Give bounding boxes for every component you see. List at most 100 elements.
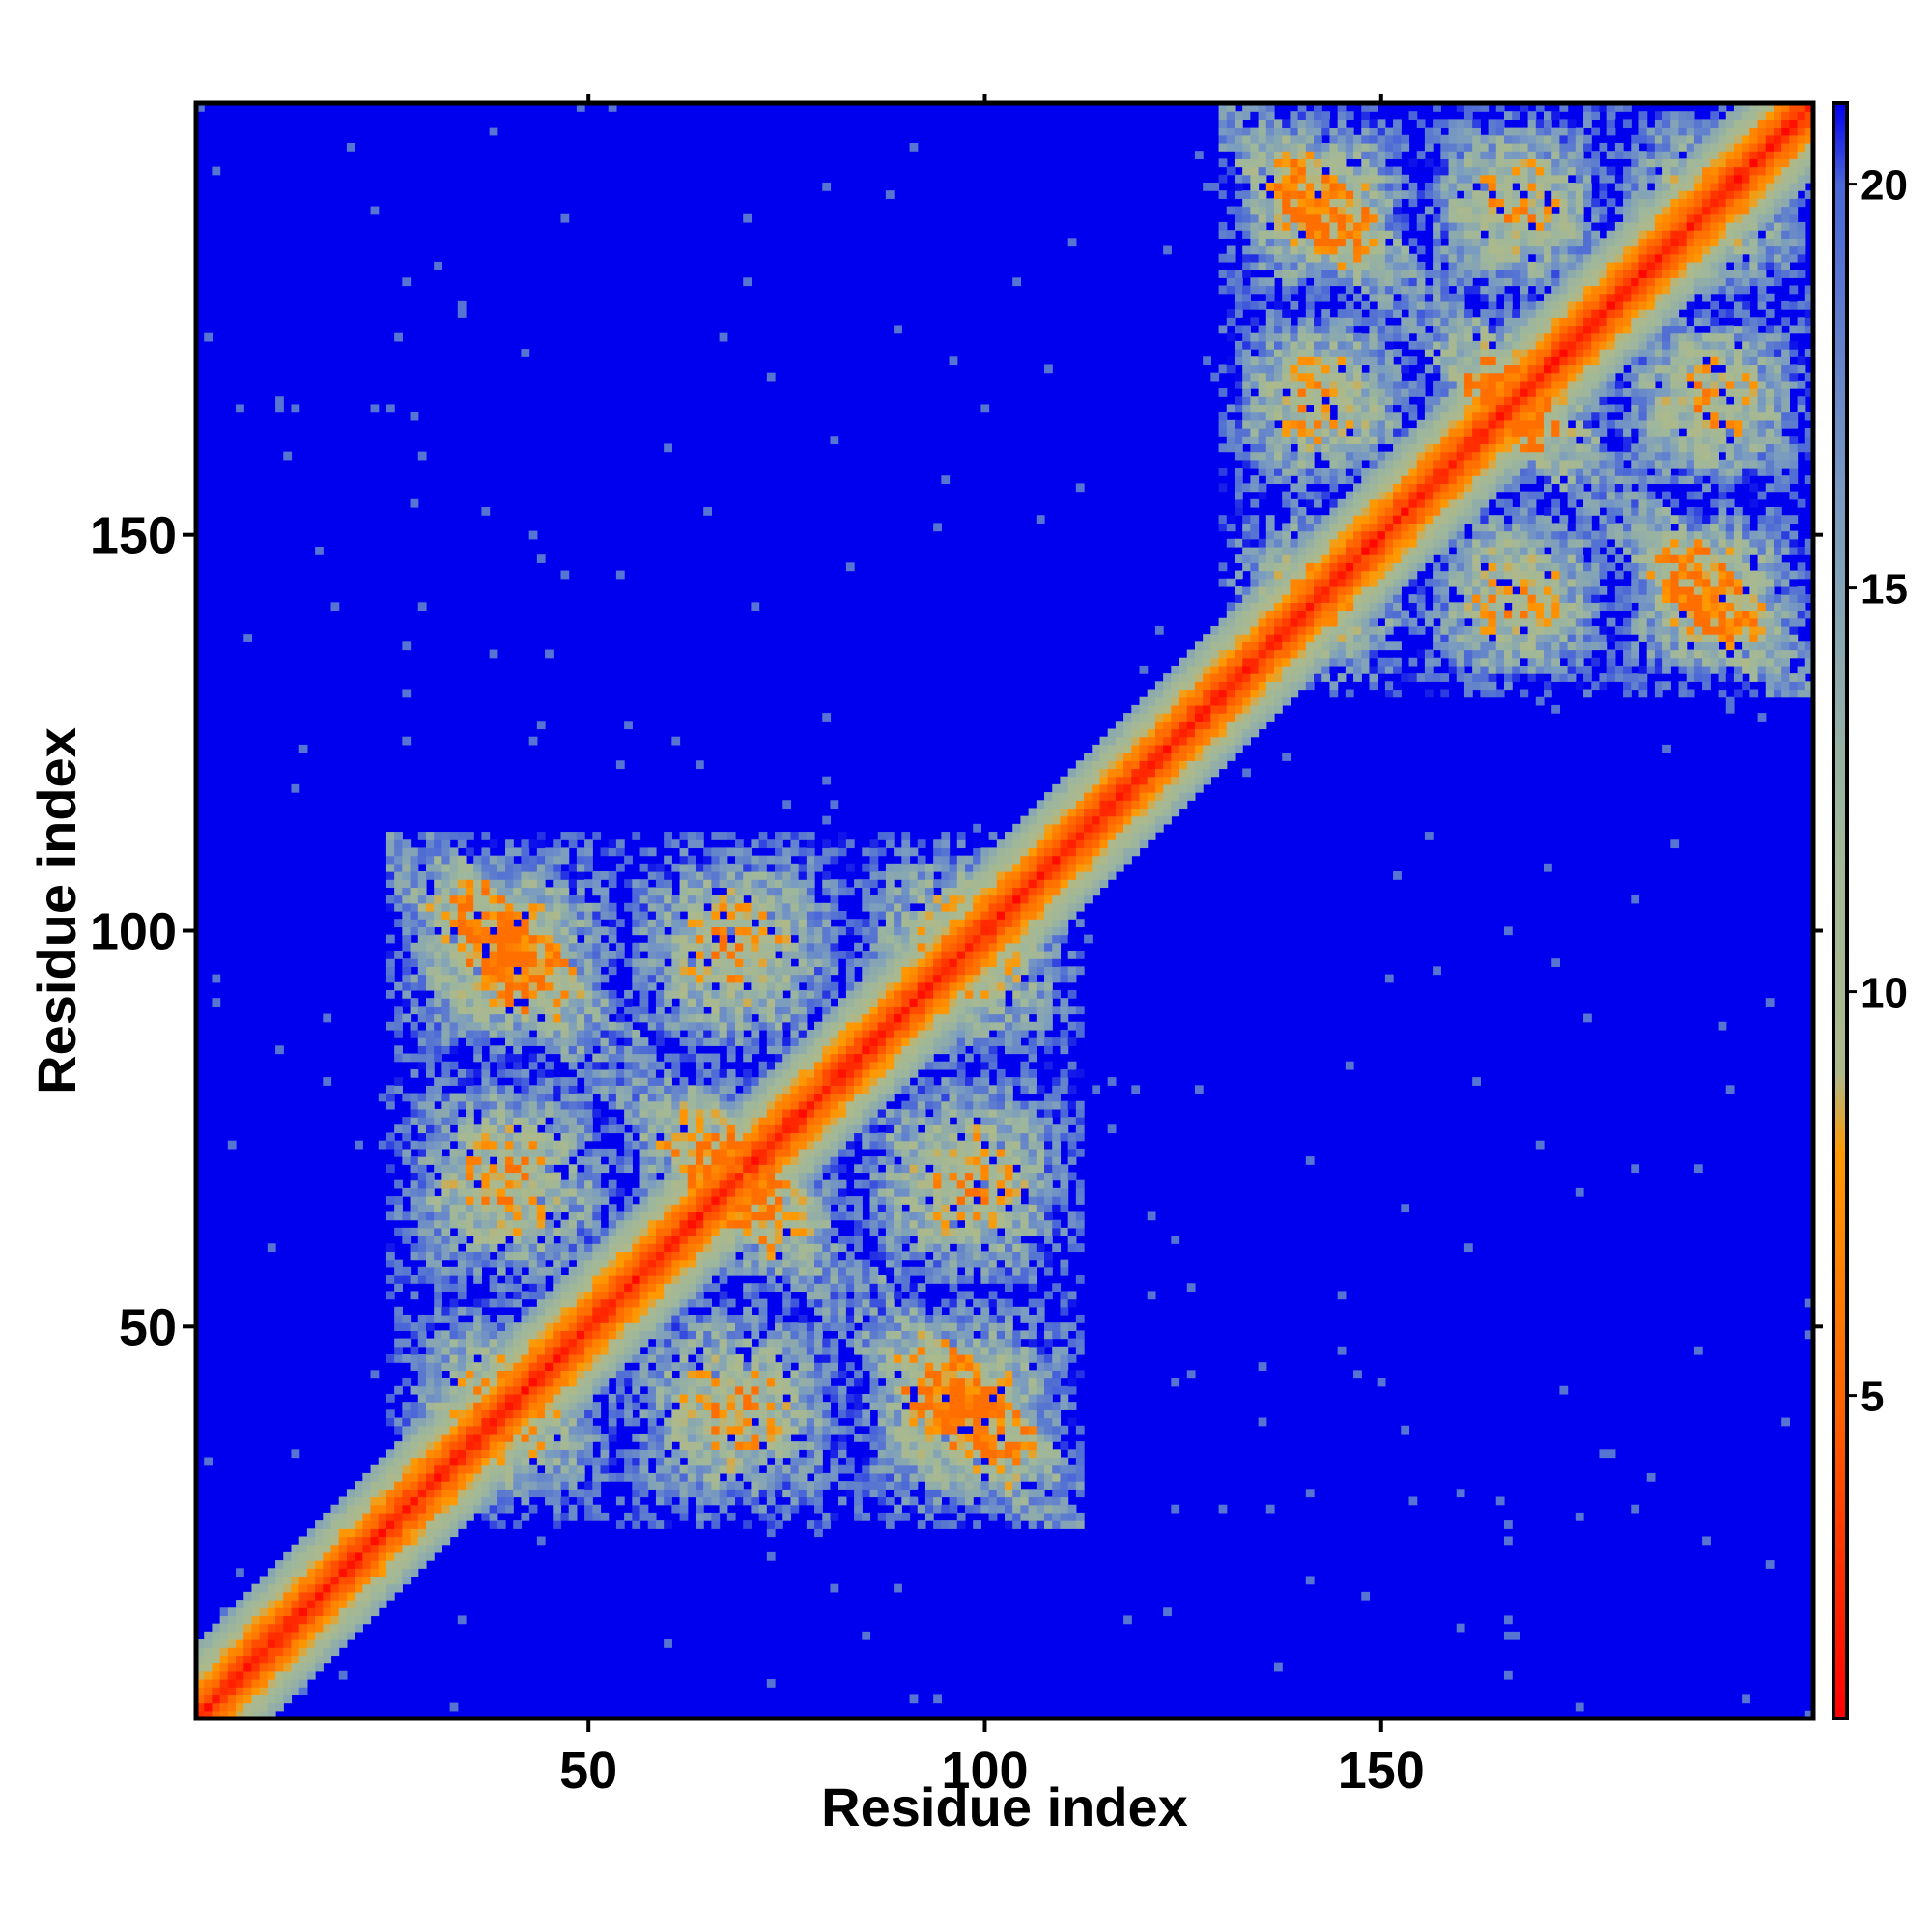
heatmap-cell: [862, 958, 871, 967]
heatmap-cell: [615, 942, 625, 952]
heatmap-cell: [679, 1298, 689, 1308]
heatmap-cell: [639, 942, 649, 952]
heatmap-cell: [592, 1061, 602, 1070]
heatmap-cell: [521, 1179, 530, 1189]
heatmap-cell: [434, 1338, 442, 1348]
heatmap-cell: [822, 1061, 832, 1070]
heatmap-cell: [385, 1496, 395, 1506]
heatmap-cell: [212, 1631, 221, 1640]
heatmap-cell: [441, 1156, 451, 1165]
heatmap-cell: [782, 1236, 792, 1244]
heatmap-cell: [513, 1283, 523, 1293]
heatmap-cell: [735, 974, 744, 983]
heatmap-cell: [775, 887, 783, 896]
heatmap-cell: [521, 1362, 530, 1371]
heatmap-cell: [671, 1172, 681, 1181]
heatmap-cell: [434, 1291, 442, 1300]
heatmap-cell: [378, 1489, 387, 1498]
heatmap-cell: [608, 871, 617, 880]
heatmap-cell: [790, 1449, 800, 1459]
heatmap-cell: [798, 1385, 808, 1395]
heatmap-cell: [425, 1402, 435, 1410]
heatmap-cell: [822, 1132, 832, 1142]
heatmap-cell: [695, 1100, 704, 1110]
heatmap-cell: [434, 1148, 442, 1157]
heatmap-cell: [775, 1140, 783, 1150]
heatmap-cell: [639, 1187, 649, 1197]
heatmap-cell: [632, 1124, 641, 1134]
heatmap-cell: [315, 1655, 324, 1664]
heatmap-cell: [655, 1449, 665, 1459]
heatmap-cell: [790, 1227, 800, 1236]
heatmap-cell: [545, 1322, 554, 1331]
heatmap-cell: [425, 1417, 435, 1427]
heatmap-cell: [449, 1029, 459, 1038]
heatmap-cell: [822, 855, 832, 865]
heatmap-cell: [441, 871, 451, 880]
heatmap-cell: [790, 1370, 800, 1379]
heatmap-cell: [647, 1291, 657, 1300]
heatmap-cell: [267, 1679, 276, 1688]
heatmap-cell: [355, 1496, 363, 1506]
heatmap-cell: [545, 1140, 554, 1150]
heatmap-cell: [671, 1164, 681, 1174]
heatmap-cell: [441, 1472, 451, 1482]
heatmap-cell: [466, 911, 474, 920]
heatmap-cell: [212, 1710, 221, 1719]
heatmap-cell: [528, 1108, 538, 1118]
heatmap-cell: [711, 1259, 721, 1268]
heatmap-cell: [425, 1021, 435, 1031]
heatmap-cell: [473, 1006, 483, 1015]
heatmap-cell: [743, 1236, 753, 1244]
heatmap-cell: [441, 855, 451, 865]
heatmap-cell: [410, 1093, 419, 1102]
heatmap-cell: [687, 1378, 696, 1387]
heatmap-cell: [219, 1647, 229, 1657]
heatmap-cell: [410, 1464, 419, 1474]
heatmap-cell: [592, 1472, 602, 1482]
heatmap-cell: [711, 1315, 721, 1323]
heatmap-cell: [528, 1204, 538, 1213]
heatmap-cell: [647, 1266, 657, 1276]
heatmap-cell: [854, 1417, 863, 1427]
heatmap-cell: [664, 1441, 672, 1450]
heatmap-cell: [560, 1021, 570, 1031]
heatmap-cell: [528, 919, 538, 927]
heatmap-cell: [608, 1275, 617, 1284]
heatmap-cell: [545, 1108, 554, 1118]
heatmap-cell: [576, 855, 585, 865]
heatmap-cell: [466, 1353, 474, 1363]
heatmap-cell: [830, 1512, 839, 1521]
heatmap-cell: [545, 863, 554, 872]
heatmap-cell: [417, 1236, 427, 1244]
heatmap-cell: [751, 1464, 760, 1474]
heatmap-cell: [449, 895, 459, 904]
heatmap-cell: [751, 1433, 760, 1442]
heatmap-cell: [703, 1346, 712, 1355]
heatmap-cell: [726, 1409, 736, 1419]
heatmap-cell: [402, 1449, 412, 1459]
heatmap-cell: [664, 1013, 672, 1023]
heatmap-cell: [766, 1148, 776, 1157]
heatmap-cell: [584, 1378, 593, 1387]
heatmap-cell: [782, 887, 792, 896]
heatmap-cell: [814, 1464, 823, 1474]
heatmap-cell: [553, 1353, 562, 1363]
heatmap-cell: [481, 1077, 491, 1086]
heatmap-cell: [441, 1140, 451, 1150]
heatmap-cell: [743, 1315, 753, 1323]
heatmap-cell: [402, 1211, 412, 1221]
heatmap-cell: [639, 887, 649, 896]
heatmap-cell: [434, 950, 442, 959]
heatmap-cell: [417, 1021, 427, 1031]
heatmap-cell: [671, 934, 681, 944]
heatmap-cell: [766, 934, 776, 944]
heatmap-cell: [425, 1029, 435, 1038]
heatmap-cell: [434, 855, 442, 865]
heatmap-cell: [521, 1472, 530, 1482]
heatmap-cell: [751, 1362, 760, 1371]
heatmap-cell: [711, 1227, 721, 1236]
heatmap-cell: [790, 1266, 800, 1276]
heatmap-cell: [782, 1100, 792, 1110]
heatmap-cell: [553, 989, 562, 999]
